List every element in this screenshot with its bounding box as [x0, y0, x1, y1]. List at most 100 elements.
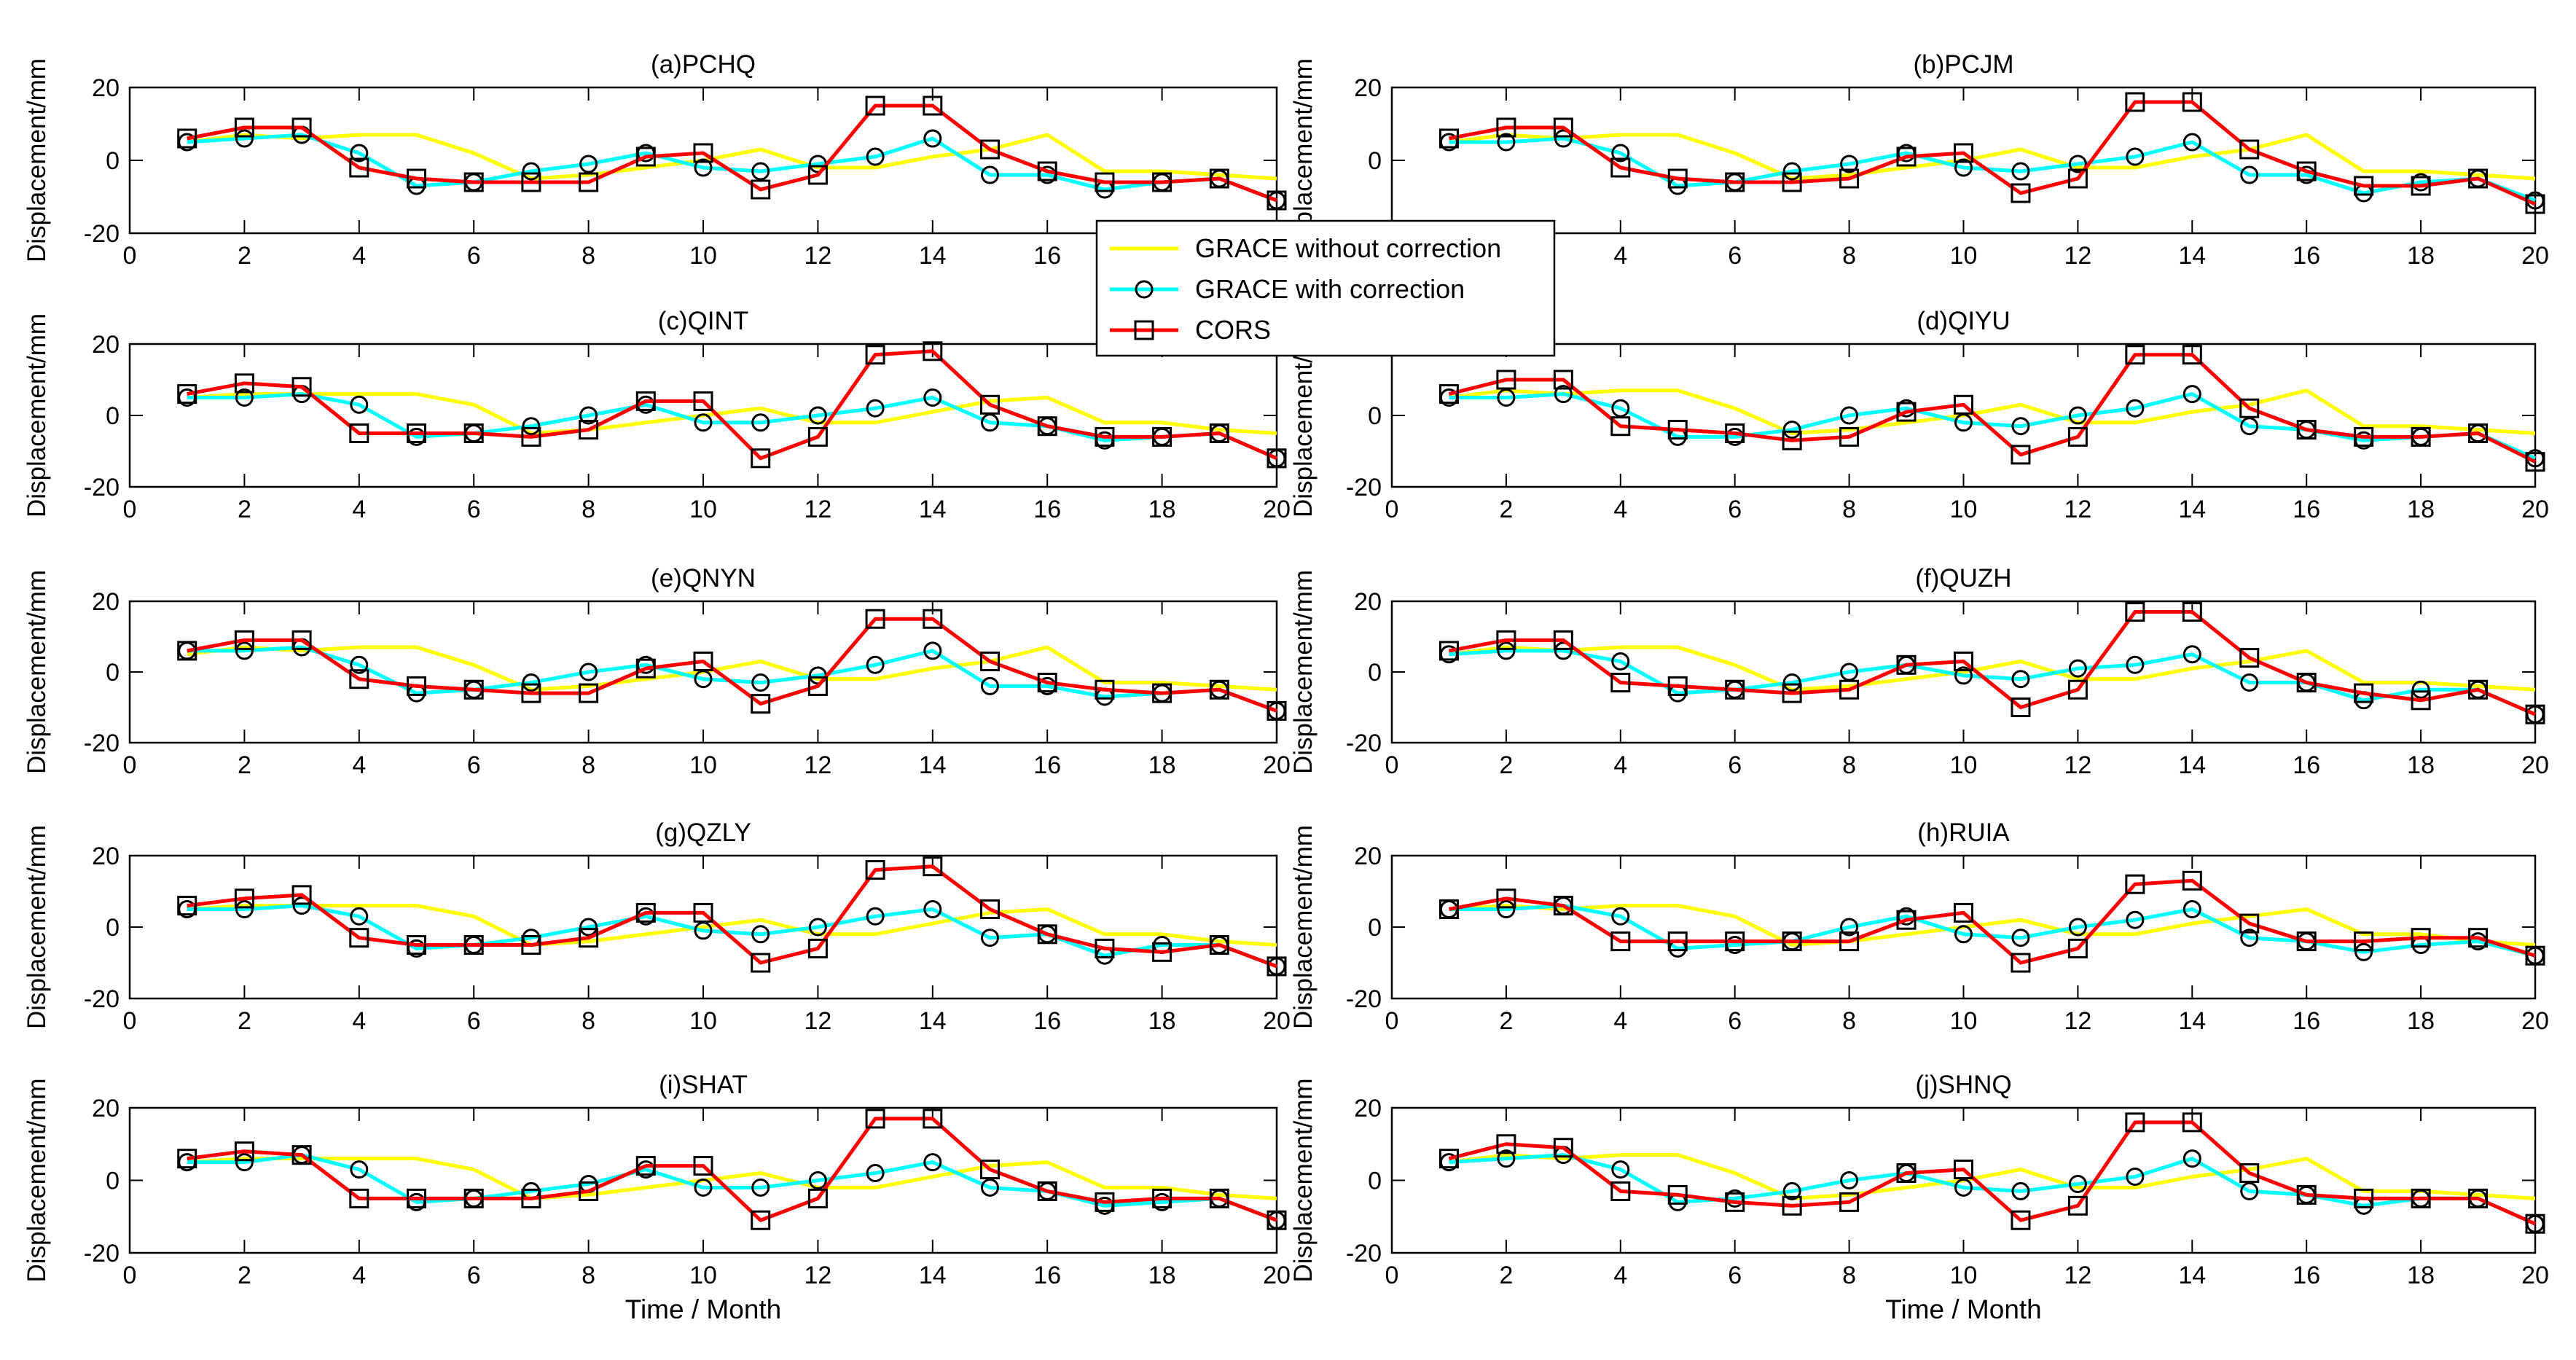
x-tick-label: 18	[2407, 751, 2435, 779]
data-point-square	[2239, 1163, 2260, 1184]
data-point-circle	[1497, 641, 1516, 660]
data-point-circle	[292, 896, 311, 915]
data-point-square	[1896, 910, 1917, 930]
data-point-circle	[808, 918, 827, 937]
x-tick-label: 20	[1263, 1007, 1291, 1035]
y-tick-label: -20	[1346, 474, 1382, 501]
data-point-circle	[981, 1178, 999, 1197]
data-point-square	[1954, 1160, 1973, 1180]
data-point-circle	[2011, 1181, 2030, 1200]
x-tick-label: 12	[2064, 1262, 2091, 1289]
data-point-square	[463, 935, 484, 955]
y-tick-label: 20	[92, 1095, 120, 1122]
y-tick-label: 0	[106, 659, 120, 687]
subplot-title: (d)QIYU	[1917, 307, 2010, 335]
data-point-square	[579, 1181, 599, 1201]
y-tick-label: 0	[1368, 659, 1382, 687]
data-point-square	[2411, 928, 2431, 948]
data-point-square	[1954, 902, 1973, 923]
legend-label: GRACE with correction	[1195, 274, 1465, 304]
data-point-square	[2125, 602, 2145, 622]
data-point-circle	[1611, 652, 1630, 671]
data-point-circle	[1497, 900, 1516, 918]
legend-label: CORS	[1195, 315, 1271, 345]
data-point-square	[1954, 143, 1973, 163]
data-point-square	[1954, 394, 1973, 415]
data-point-square	[2468, 423, 2489, 443]
series-line-grace-without-correction	[187, 1157, 1277, 1200]
x-tick-label: 10	[689, 751, 717, 779]
x-tick-label: 8	[1842, 751, 1856, 779]
x-tick-label: 18	[1148, 496, 1176, 523]
data-point-square	[2125, 92, 2145, 112]
data-point-square	[1037, 1181, 1057, 1201]
data-point-square	[1610, 157, 1631, 178]
data-point-circle	[694, 1178, 713, 1197]
y-tick-label: 20	[92, 74, 120, 102]
data-point-circle	[923, 388, 942, 407]
x-tick-label: 12	[2064, 1007, 2091, 1035]
data-point-square	[1037, 924, 1057, 945]
data-point-square	[463, 1188, 484, 1208]
data-point-square	[2182, 602, 2202, 622]
y-axis-label: Displacement/mm	[23, 313, 51, 517]
data-point-circle	[981, 676, 999, 695]
data-point-square	[2239, 913, 2260, 934]
subplot-dqiyu: 0 2 4 6 8 10 12 14 16 18 200-20(d)QIYUDisplacement…	[1289, 307, 2549, 523]
data-point-circle	[2011, 162, 2030, 181]
data-point-square	[1209, 679, 1229, 700]
x-tick-label: 20	[1263, 1262, 1291, 1289]
x-tick-label: 14	[2178, 1007, 2206, 1035]
data-point-circle	[2411, 680, 2430, 699]
data-point-circle	[981, 165, 999, 184]
data-point-square	[1553, 896, 1573, 916]
y-tick-label: -20	[84, 474, 120, 501]
data-point-circle	[522, 417, 541, 436]
x-tick-label: 6	[467, 1007, 481, 1035]
data-point-square	[1438, 128, 1459, 149]
x-tick-label: 0	[1385, 1262, 1399, 1289]
data-point-square	[693, 1156, 713, 1176]
data-point-square	[923, 609, 943, 629]
data-point-square	[635, 658, 656, 679]
data-point-circle	[2068, 406, 2087, 425]
x-tick-label: 4	[1613, 242, 1627, 270]
data-point-square	[2239, 648, 2260, 668]
subplot-title: (j)SHNQ	[1915, 1071, 2011, 1099]
data-point-square	[291, 377, 312, 397]
data-point-square	[1782, 683, 1802, 703]
data-point-circle	[579, 406, 598, 425]
y-tick-label: 20	[1354, 588, 1382, 616]
x-tick-label: 4	[352, 496, 366, 523]
x-tick-label: 20	[2521, 1262, 2549, 1289]
data-point-square	[2354, 683, 2374, 703]
series-line-grace-without-correction	[187, 133, 1277, 181]
data-point-circle	[2354, 942, 2373, 961]
data-point-square	[2411, 426, 2431, 447]
x-tick-label: 6	[467, 496, 481, 523]
series-line-grace-without-correction	[1449, 645, 2536, 692]
data-point-square	[2067, 168, 2088, 189]
data-point-square	[1438, 384, 1459, 405]
x-tick-label: 16	[2293, 1007, 2320, 1035]
data-point-square	[635, 902, 656, 923]
data-point-circle	[866, 399, 885, 418]
x-tick-label: 4	[1613, 496, 1627, 523]
series-line-grace-without-correction	[1449, 133, 2536, 181]
data-point-square	[2239, 398, 2260, 418]
x-tick-label: 12	[2064, 242, 2091, 270]
data-point-square	[635, 391, 656, 411]
data-point-square	[1667, 931, 1688, 952]
data-point-square	[521, 935, 541, 955]
data-point-circle	[866, 1164, 885, 1183]
y-tick-label: 20	[92, 588, 120, 616]
data-point-square	[1209, 935, 1229, 955]
data-point-square	[2182, 870, 2202, 891]
x-tick-label: 12	[2064, 751, 2091, 779]
subplot-jshnq: 0 2 4 6 8 10 12 14 16 18 20200-20(j)SHNQDisplaceme…	[1289, 1071, 2549, 1324]
data-point-square	[2011, 445, 2031, 465]
data-point-circle	[579, 663, 598, 681]
data-point-circle	[2011, 670, 2030, 689]
data-point-square	[1496, 888, 1516, 909]
data-point-circle	[866, 655, 885, 674]
